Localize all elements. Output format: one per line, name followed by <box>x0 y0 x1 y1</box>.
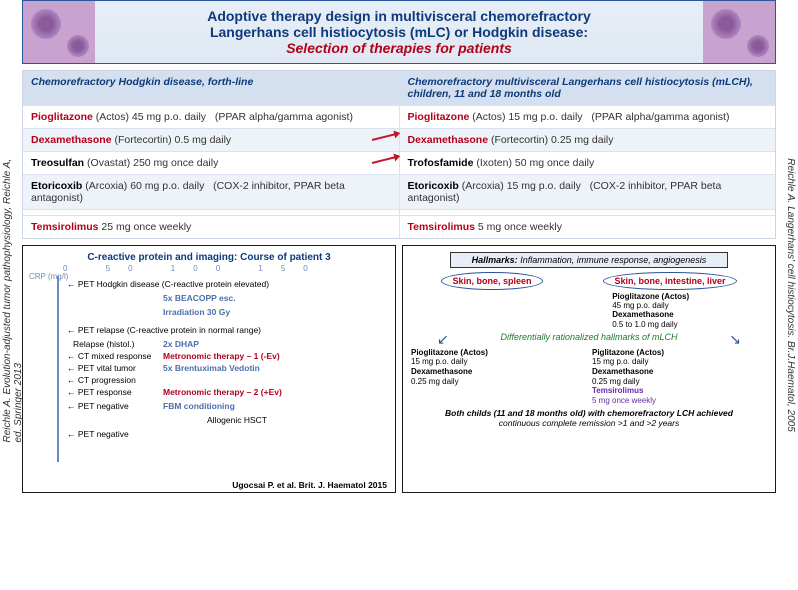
histology-image-right <box>703 1 775 63</box>
timeline-event: Relapse (histol.) <box>73 340 134 350</box>
table-row: Treosulfan (Ovastat) 250 mg once daily T… <box>23 152 775 175</box>
mid-label: Differentially rationalized hallmarks of… <box>453 333 726 343</box>
histology-image-left <box>23 1 95 63</box>
table-row: Etoricoxib (Arcoxia) 60 mg p.o. daily (C… <box>23 175 775 210</box>
title-line3: Selection of therapies for patients <box>99 40 699 56</box>
timeline-event: 5x Brentuximab Vedotin <box>163 364 260 374</box>
col-header-left: Chemorefractory Hodgkin disease, forth-l… <box>23 71 399 105</box>
therapy-table: Chemorefractory Hodgkin disease, forth-l… <box>22 70 776 239</box>
timeline-event: Allogenic HSCT <box>207 416 267 426</box>
crp-title: C-reactive protein and imaging: Course o… <box>31 252 387 263</box>
timeline-event: Metronomic therapy – 2 (+Ev) <box>163 388 282 398</box>
oval-right: Skin, bone, intestine, liver <box>603 272 736 290</box>
crp-citation: Ugocsai P. et al. Brit. J. Haematol 2015 <box>232 480 387 490</box>
arrow-down-left-icon: ↙ <box>437 331 449 348</box>
outcome: Both childs (11 and 18 months old) with … <box>411 409 767 429</box>
arrow-down-right-icon: ↘ <box>729 331 741 348</box>
timeline-event: ← PET negative <box>67 430 129 440</box>
timeline-event: ← PET Hodgkin disease (C-reactive protei… <box>67 280 269 290</box>
crp-axis-label: CRP (mg/l) <box>29 272 68 281</box>
timeline-event: FBM conditioning <box>163 402 235 412</box>
timeline-event: ← PET negative <box>67 402 129 412</box>
hallmarks-text: Inflammation, immune response, angiogene… <box>520 255 706 265</box>
right-citation: Reichle A. Langerhans' cell histiocytosi… <box>785 158 796 432</box>
crp-scale: 0 50 100 150 <box>63 264 326 273</box>
timeline-event: Irradiation 30 Gy <box>163 308 230 318</box>
table-row: Pioglitazone (Actos) 45 mg p.o. daily (P… <box>23 106 775 129</box>
timeline-event: 5x BEACOPP esc. <box>163 294 236 304</box>
timeline-event: ← PET vital tumor <box>67 364 136 374</box>
crp-axis <box>57 276 59 462</box>
crp-panel: C-reactive protein and imaging: Course o… <box>22 245 396 493</box>
timeline-event: ← CT mixed response <box>67 352 151 362</box>
timeline-event: ← CT progression <box>67 376 136 386</box>
title-line2: Langerhans cell histiocytosis (mLC) or H… <box>99 24 699 40</box>
right-top-regimen: Pioglitazone (Actos)45 mg p.o. dailyDexa… <box>612 292 767 329</box>
table-row: Temsirolimus 25 mg once weekly Temsiroli… <box>23 216 775 238</box>
regimen-right: Piglitazone (Actos)15 mg p.o. dailyDexam… <box>592 348 767 406</box>
hallmarks-panel: Hallmarks: Inflammation, immune response… <box>402 245 776 493</box>
timeline-event: ← PET response <box>67 388 132 398</box>
timeline-event: Metronomic therapy – 1 (-Ev) <box>163 352 280 362</box>
col-header-right: Chemorefractory multivisceral Langerhans… <box>399 71 776 105</box>
table-row: Dexamethasone (Fortecortin) 0.5 mg daily… <box>23 129 775 152</box>
timeline-event: 2x DHAP <box>163 340 199 350</box>
hallmarks-label: Hallmarks: <box>472 255 518 265</box>
left-citation: Reichle A. Evolution-adjusted tumor path… <box>2 148 24 443</box>
title-line1: Adoptive therapy design in multivisceral… <box>99 8 699 24</box>
hallmarks-box: Hallmarks: Inflammation, immune response… <box>450 252 728 268</box>
timeline-event: ← PET relapse (C-reactive protein in nor… <box>67 326 261 336</box>
regimen-left: Pioglitazone (Actos)15 mg p.o. dailyDexa… <box>411 348 586 406</box>
title-header: Adoptive therapy design in multivisceral… <box>22 0 776 64</box>
oval-left: Skin, bone, spleen <box>441 272 542 290</box>
